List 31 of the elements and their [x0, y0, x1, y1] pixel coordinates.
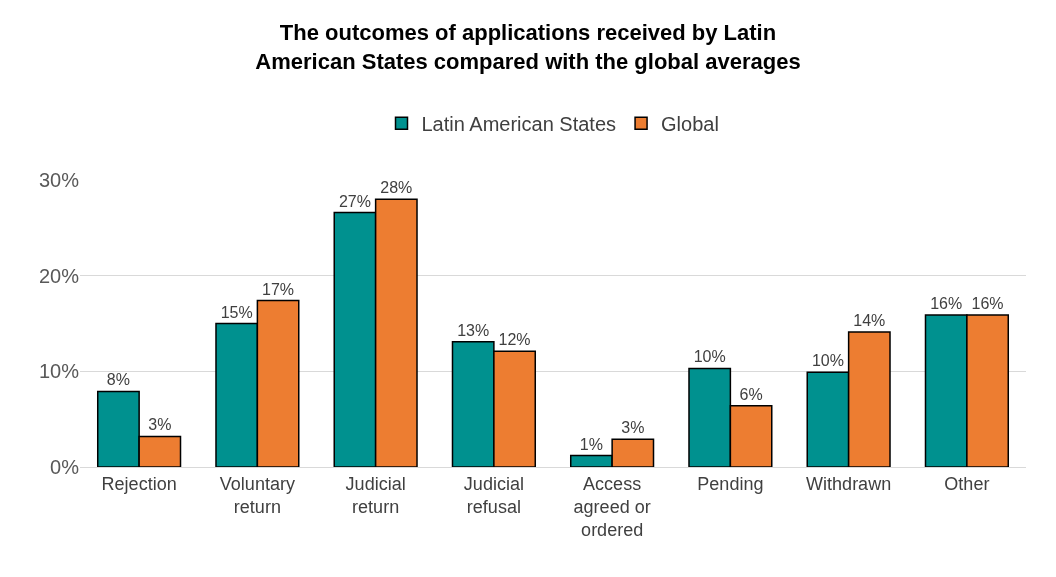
chart-title: The outcomes of applications received by Latin American States compared with the global averages [255, 20, 801, 74]
data-label: 3% [148, 416, 172, 434]
data-label: 3% [621, 419, 645, 437]
data-label: 16% [930, 294, 963, 312]
data-label: 27% [338, 192, 371, 210]
x-tick-label: Pending [697, 473, 764, 494]
legend-label: Latin American States [421, 112, 617, 135]
y-tick-label: 0% [50, 456, 80, 478]
data-label: 6% [739, 385, 763, 403]
x-tick-label: Access agreed or ordered [573, 473, 651, 541]
x-tick-label: Rejection [101, 473, 177, 494]
data-label: 16% [971, 294, 1004, 312]
y-tick-label: 10% [38, 360, 80, 383]
x-tick-label: Judicial refusal [463, 473, 524, 517]
data-label: 17% [262, 280, 295, 298]
data-label: 14% [853, 312, 886, 330]
legend-label: Global [661, 112, 719, 135]
data-label: 28% [380, 179, 413, 197]
data-label: 10% [811, 352, 844, 370]
y-tick-label: 30% [38, 169, 80, 191]
data-label: 1% [579, 435, 603, 453]
x-tick-label: Withdrawn [806, 473, 892, 494]
y-tick-label: 20% [38, 264, 80, 287]
data-label: 10% [693, 348, 726, 366]
data-label: 12% [498, 331, 531, 349]
data-label: 15% [220, 303, 253, 321]
x-tick-label: Voluntary return [219, 473, 295, 517]
data-label: 13% [457, 321, 490, 339]
x-tick-label: Other [944, 473, 990, 494]
x-tick-label: Judicial return [345, 473, 406, 517]
data-label: 8% [106, 371, 130, 389]
